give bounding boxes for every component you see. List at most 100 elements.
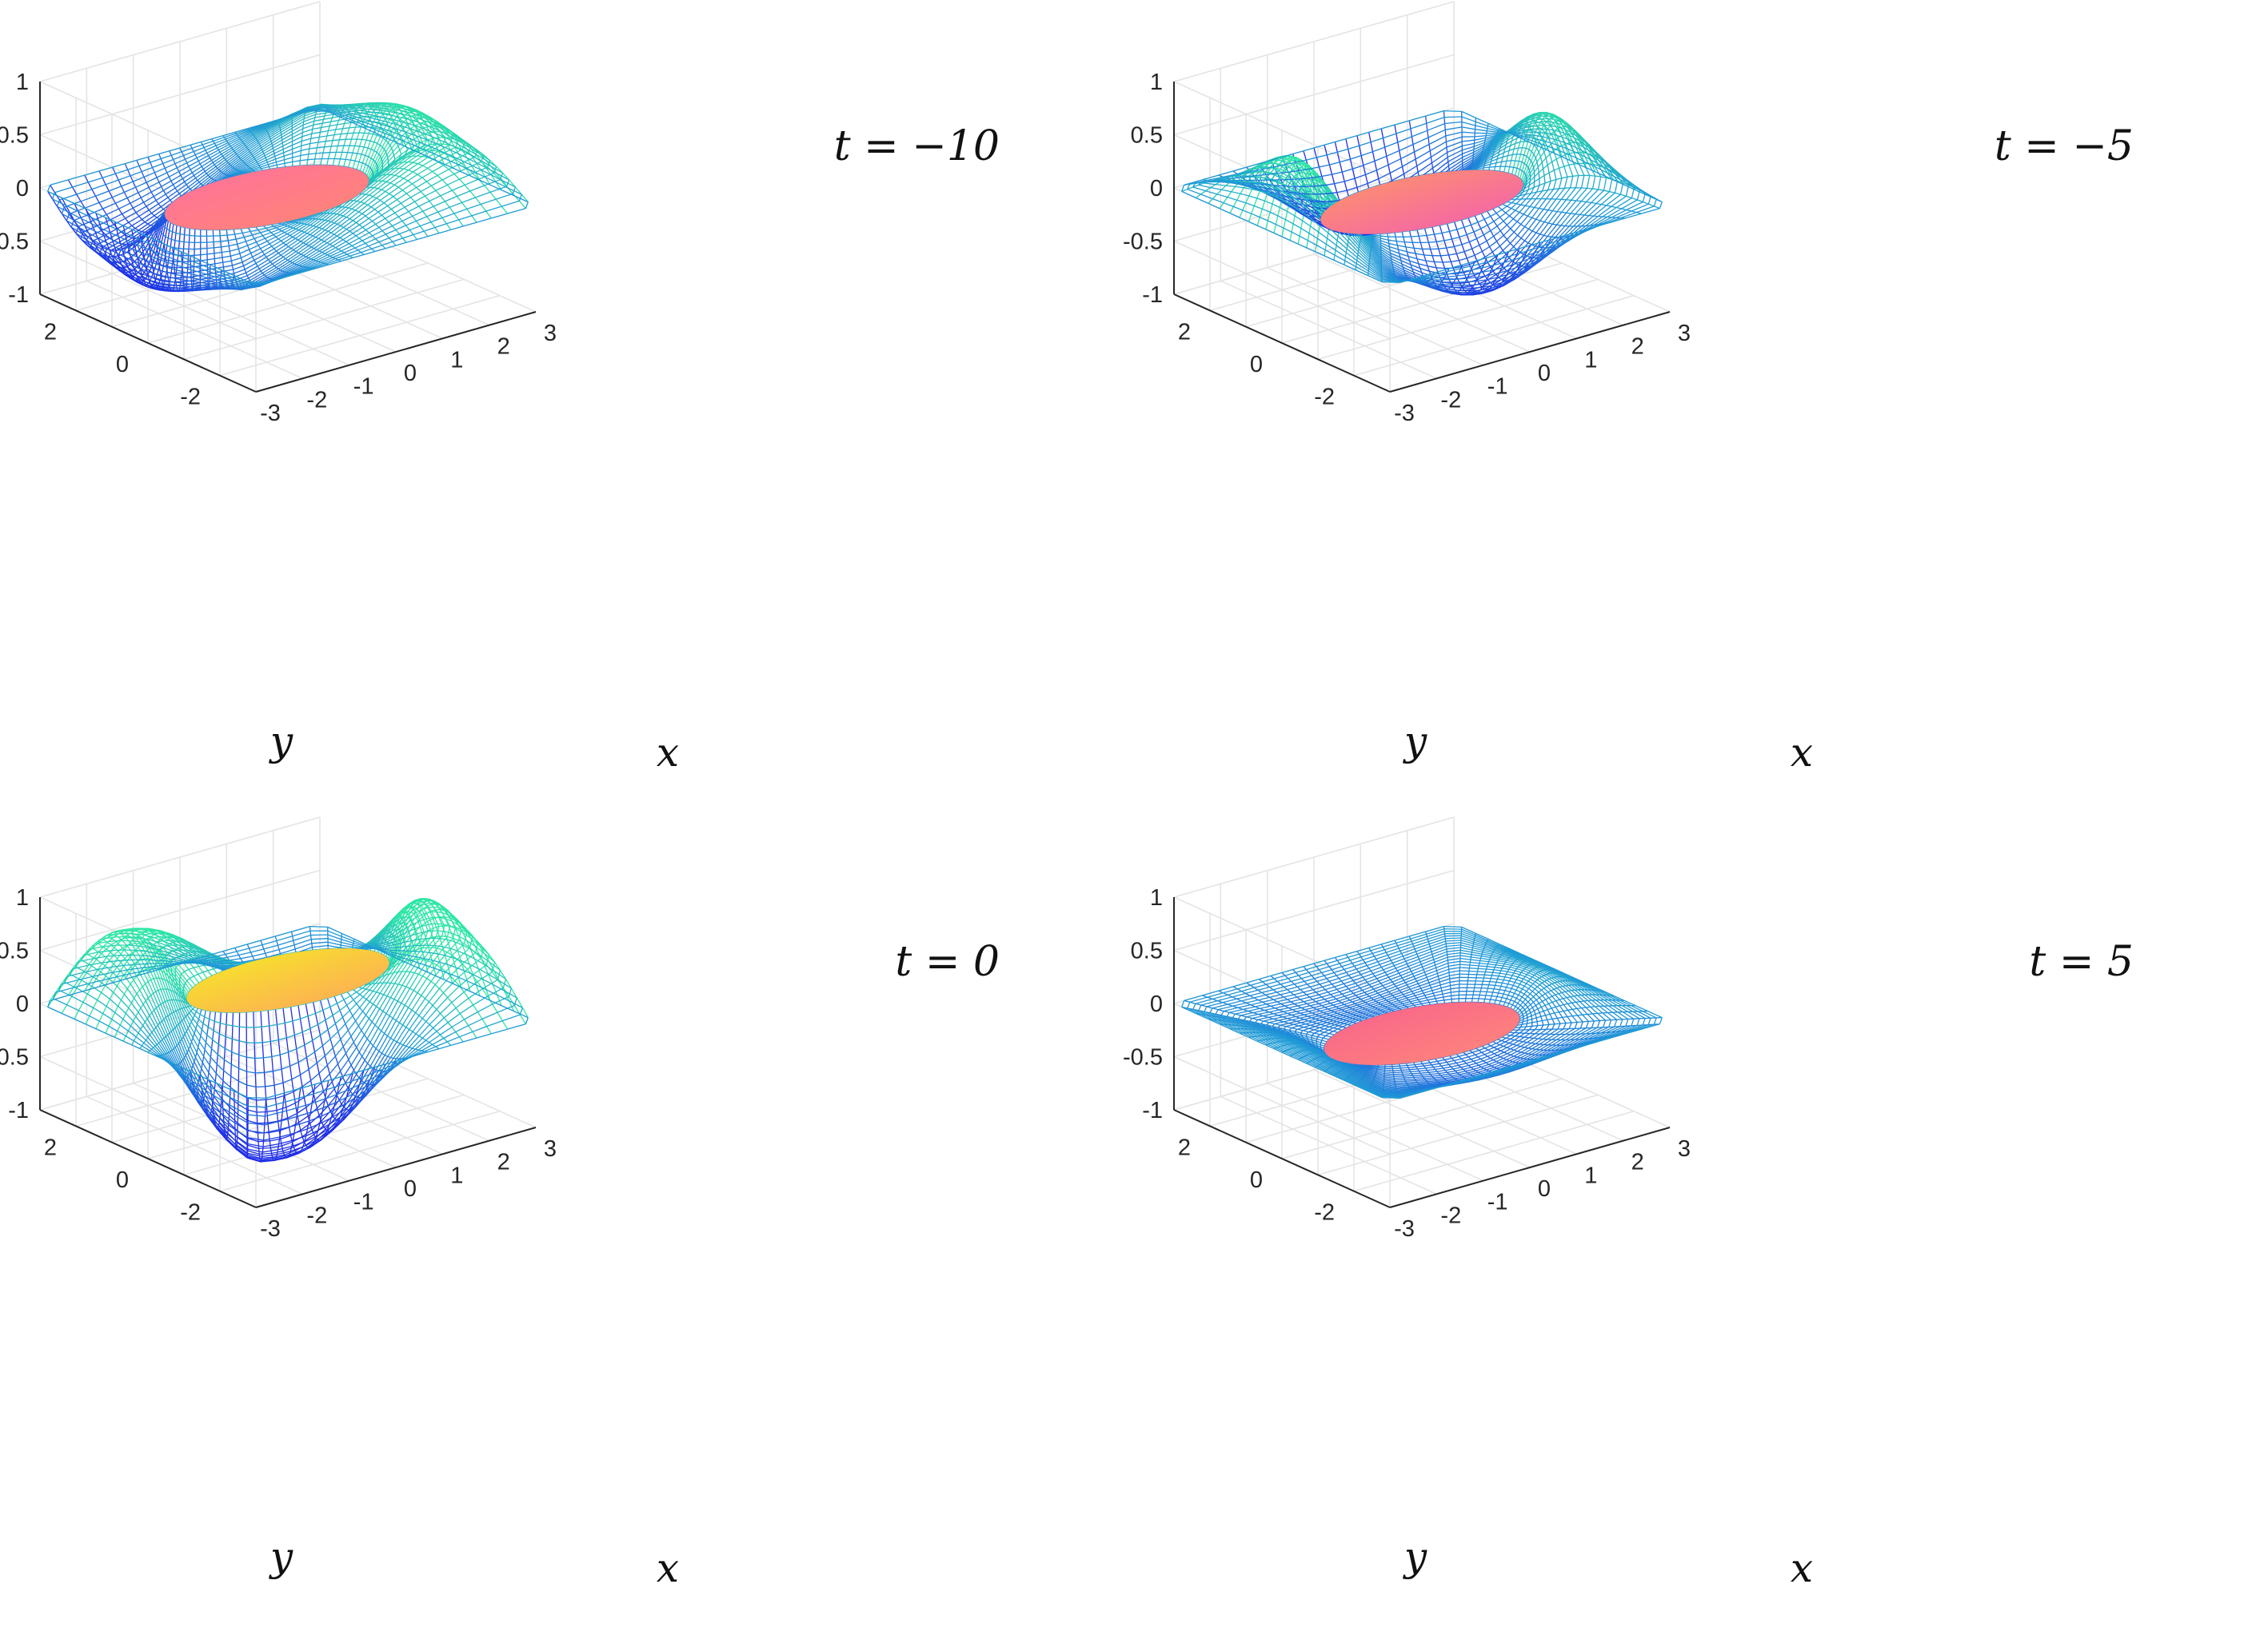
mesh-ring-segment <box>1368 270 1383 280</box>
mesh-ring-segment <box>1565 147 1575 153</box>
mesh-ring-segment <box>1438 247 1447 249</box>
mesh-ring-segment <box>1355 269 1368 277</box>
mesh-ring-segment <box>250 229 258 233</box>
mesh-ring-segment <box>1400 277 1419 284</box>
mesh-ring-segment <box>485 205 502 212</box>
mesh-ring-segment <box>123 269 131 273</box>
mesh-ring-segment <box>200 269 208 272</box>
mesh-ring-segment <box>1551 212 1563 225</box>
mesh-ring-segment <box>1380 235 1388 237</box>
mesh-ring-segment <box>1511 198 1517 204</box>
mesh-ring-segment <box>144 259 153 263</box>
mesh-ring-segment <box>341 257 353 262</box>
mesh-ring-segment <box>364 132 369 134</box>
mesh-ring-segment <box>310 262 324 269</box>
mesh-ring-segment <box>1493 148 1501 154</box>
mesh-ring-segment <box>1337 235 1348 245</box>
wall-grid-line <box>39 240 257 340</box>
mesh-ring-segment <box>158 176 170 183</box>
mesh-ring-segment <box>1256 225 1266 230</box>
x-tick-label: -3 <box>1394 401 1415 426</box>
mesh-ring-segment <box>164 258 169 261</box>
mesh-ring-segment <box>150 186 162 193</box>
mesh-ring-segment <box>1520 154 1524 156</box>
mesh-ring-segment <box>1610 174 1621 181</box>
mesh-ring-segment <box>182 279 192 282</box>
mesh-ring-segment <box>453 138 463 144</box>
mesh-ring-segment <box>309 218 319 226</box>
mesh-ring-segment <box>1487 127 1499 132</box>
mesh-ring-segment <box>1371 242 1382 254</box>
mesh-ring-segment <box>262 168 270 171</box>
mesh-ring-segment <box>1480 225 1488 229</box>
mesh-ring-segment <box>1563 142 1572 146</box>
mesh-ring-segment <box>1407 251 1416 254</box>
mesh-ring-segment <box>1529 246 1539 257</box>
mesh-ring-segment <box>211 154 222 162</box>
mesh-ring-segment <box>166 167 178 174</box>
mesh-ring-segment <box>1412 271 1423 277</box>
mesh-ring-segment <box>1544 244 1556 249</box>
mesh-ring-segment <box>224 133 237 138</box>
mesh-ring-segment <box>385 174 396 182</box>
mesh-ring-segment <box>326 109 341 117</box>
mesh-ring-segment <box>358 204 369 213</box>
mesh-ring-segment <box>461 156 476 164</box>
mesh-ring-segment <box>1293 165 1300 170</box>
mesh-ring-segment <box>1447 150 1463 158</box>
mesh-ring-segment <box>258 227 266 231</box>
mesh-ring-segment <box>1358 248 1370 261</box>
mesh-ring-segment <box>1391 258 1403 265</box>
mesh-ring-segment <box>388 161 397 168</box>
mesh-ring-segment <box>260 229 269 233</box>
mesh-ring-segment <box>1483 230 1491 236</box>
mesh-ring-segment <box>466 161 482 169</box>
mesh-ring-segment <box>1380 257 1393 267</box>
mesh-ring-segment <box>286 221 296 227</box>
mesh-ring-segment <box>115 267 123 273</box>
mesh-ring-segment <box>1489 285 1500 289</box>
mesh-ring-segment <box>179 241 185 243</box>
mesh-ring-segment <box>238 130 250 137</box>
mesh-ring-segment <box>1603 162 1613 170</box>
mesh-ring-segment <box>1519 245 1531 249</box>
mesh-ring-segment <box>385 167 395 175</box>
mesh-ring-segment <box>1521 126 1530 130</box>
mesh-ring-segment <box>1290 159 1296 163</box>
mesh-ring-segment <box>1218 170 1234 176</box>
mesh-ring-segment <box>358 232 369 239</box>
mesh-ring-segment <box>1404 165 1418 174</box>
mesh-ring-segment <box>411 149 421 154</box>
mesh-ring-segment <box>118 236 127 241</box>
mesh-ring-segment <box>284 157 293 161</box>
y-tick-label: 0 <box>116 352 129 377</box>
mesh-ring-segment <box>1296 157 1303 162</box>
mesh-ring-segment <box>403 150 412 158</box>
mesh-ring-segment <box>264 150 274 157</box>
mesh-ring-segment <box>282 141 293 147</box>
mesh-ring-segment <box>1597 205 1612 217</box>
mesh-ring-segment <box>1292 186 1296 190</box>
mesh-ring-segment <box>265 233 274 239</box>
mesh-ring-segment <box>1473 144 1485 150</box>
mesh-ring-segment <box>429 146 439 151</box>
mesh-ring-segment <box>164 226 168 229</box>
mesh-ring-segment <box>1516 240 1525 250</box>
mesh-ring-segment <box>402 155 413 163</box>
mesh-ring-segment <box>1575 187 1587 202</box>
mesh-ring-segment <box>352 152 357 154</box>
mesh-ring-segment <box>1223 174 1238 178</box>
mesh-ring-segment <box>385 229 397 235</box>
mesh-ring-segment <box>98 253 107 261</box>
mesh-ring-segment <box>278 261 291 269</box>
mesh-ring-segment <box>1472 154 1483 162</box>
mesh-ring-segment <box>219 146 231 153</box>
mesh-ring-segment <box>1344 260 1356 268</box>
mesh-ring-segment <box>1328 232 1338 241</box>
mesh-ring-segment <box>1534 248 1546 253</box>
mesh-ring-segment <box>149 279 156 283</box>
mesh-ring-segment <box>1289 155 1296 158</box>
mesh-ring-segment <box>1506 218 1514 225</box>
mesh-ring-segment <box>1381 277 1399 282</box>
mesh-ring-segment <box>1265 229 1275 233</box>
